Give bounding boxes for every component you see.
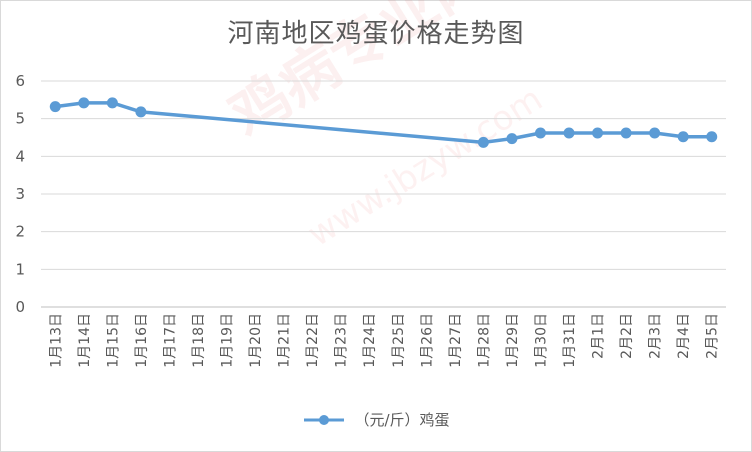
plot-area: 0 1 2 3 4 5 6 1月13日 1月14日 1月15日 1月16日 1月17日 1月18日 1月1… xyxy=(15,72,726,368)
x-tick-label: 1月31日 xyxy=(562,313,578,368)
x-tick-label: 1月13日 xyxy=(48,313,64,368)
y-tick-label: 0 xyxy=(15,298,25,316)
x-tick-label: 1月20日 xyxy=(248,313,264,368)
x-tick-label: 1月18日 xyxy=(191,313,207,368)
x-tick-label: 2月2日 xyxy=(619,313,635,359)
data-point xyxy=(620,127,632,139)
x-tick-label: 1月17日 xyxy=(162,313,178,368)
x-tick-label: 1月15日 xyxy=(105,313,121,368)
x-tick-label: 1月16日 xyxy=(134,313,150,368)
data-point xyxy=(49,101,61,113)
x-tick-label: 1月14日 xyxy=(77,313,93,368)
data-point xyxy=(677,131,689,143)
x-tick-label: 1月22日 xyxy=(305,313,321,368)
x-tick-label: 2月5日 xyxy=(705,313,721,359)
y-tick-label: 6 xyxy=(15,72,25,90)
legend-label: （元/斤）鸡蛋 xyxy=(354,411,450,429)
x-tick-label: 2月3日 xyxy=(648,313,664,359)
y-tick-label: 4 xyxy=(15,147,25,165)
data-point xyxy=(649,127,661,139)
data-point xyxy=(534,127,546,139)
data-point xyxy=(477,136,489,148)
data-point xyxy=(78,97,90,109)
legend-marker-icon xyxy=(304,414,345,425)
y-tick-label: 3 xyxy=(15,185,25,203)
x-tick-label: 2月4日 xyxy=(676,313,692,359)
legend: （元/斤）鸡蛋 xyxy=(1,409,751,430)
x-tick-label: 1月30日 xyxy=(533,313,549,368)
data-point xyxy=(563,127,575,139)
x-tick-label: 1月23日 xyxy=(334,313,350,368)
data-point xyxy=(506,133,518,145)
x-tick-label: 1月29日 xyxy=(505,313,521,368)
x-tick-label: 1月24日 xyxy=(362,313,378,368)
data-point xyxy=(706,131,718,143)
x-tick-label: 1月28日 xyxy=(476,313,492,368)
x-tick-label: 2月1日 xyxy=(591,313,607,359)
x-tick-label: 1月27日 xyxy=(448,313,464,368)
y-tick-label: 2 xyxy=(15,223,25,241)
x-tick-label: 1月21日 xyxy=(277,313,293,368)
data-point xyxy=(106,97,118,109)
x-tick-label: 1月25日 xyxy=(391,313,407,368)
x-tick-label: 1月26日 xyxy=(419,313,435,368)
x-tick-label: 1月19日 xyxy=(220,313,236,368)
data-point xyxy=(135,106,147,118)
chart-title: 河南地区鸡蛋价格走势图 xyxy=(227,19,525,49)
y-tick-label: 5 xyxy=(15,110,25,128)
data-point xyxy=(592,127,604,139)
series-line xyxy=(53,101,714,145)
y-tick-label: 1 xyxy=(15,260,25,278)
